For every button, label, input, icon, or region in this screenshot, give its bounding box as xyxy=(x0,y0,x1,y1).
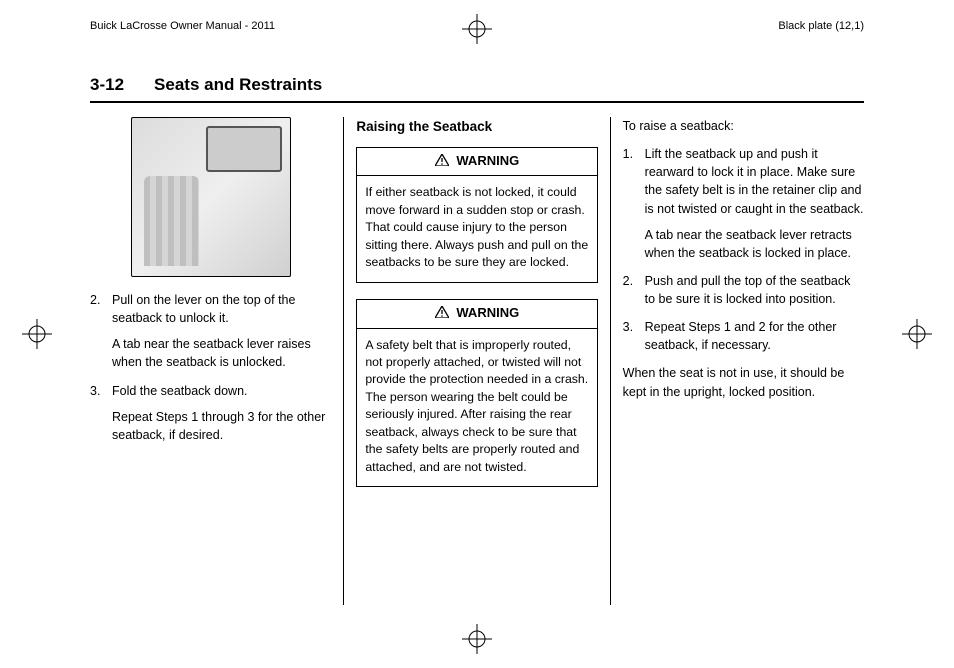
column-3: To raise a seatback: 1. Lift the seatbac… xyxy=(611,117,864,605)
seatback-illustration xyxy=(131,117,291,277)
warning-text: A safety belt that is improperly routed,… xyxy=(357,329,596,487)
page-content: 3-12 Seats and Restraints 2. Pull on the… xyxy=(90,75,864,613)
warning-triangle-icon xyxy=(435,153,449,172)
warning-label: WARNING xyxy=(456,305,519,320)
outro-text: When the seat is not in use, it should b… xyxy=(623,364,864,400)
list-subtext: A tab near the seatback lever raises whe… xyxy=(112,335,331,371)
list-number: 1. xyxy=(623,145,645,262)
warning-box-1: WARNING If either seatback is not locked… xyxy=(356,147,597,283)
content-columns: 2. Pull on the lever on the top of the s… xyxy=(90,117,864,605)
list-number: 2. xyxy=(90,291,112,372)
list-text: Lift the seatback up and push it rearwar… xyxy=(645,145,864,218)
intro-text: To raise a seatback: xyxy=(623,117,864,135)
list-number: 3. xyxy=(623,318,645,354)
warning-label: WARNING xyxy=(456,153,519,168)
list-subtext: A tab near the seatback lever retracts w… xyxy=(645,226,864,262)
list-item: 1. Lift the seatback up and push it rear… xyxy=(623,145,864,262)
list-text: Pull on the lever on the top of the seat… xyxy=(112,291,331,327)
list-text: Fold the seatback down. xyxy=(112,382,331,400)
list-item: 3. Repeat Steps 1 and 2 for the other se… xyxy=(623,318,864,354)
doc-title: Buick LaCrosse Owner Manual - 2011 xyxy=(90,20,275,32)
list-subtext: Repeat Steps 1 through 3 for the other s… xyxy=(112,408,331,444)
list-item: 2. Pull on the lever on the top of the s… xyxy=(90,291,331,372)
registration-mark-left-icon xyxy=(22,319,52,349)
list-text: Repeat Steps 1 and 2 for the other seatb… xyxy=(645,318,864,354)
warning-triangle-icon xyxy=(435,305,449,324)
raising-seatback-heading: Raising the Seatback xyxy=(356,117,597,137)
list-item: 3. Fold the seatback down. Repeat Steps … xyxy=(90,382,331,444)
warning-box-2: WARNING A safety belt that is improperly… xyxy=(356,299,597,487)
page-header: 3-12 Seats and Restraints xyxy=(90,75,864,103)
list-text: Push and pull the top of the seatback to… xyxy=(645,272,864,308)
section-title: Seats and Restraints xyxy=(154,75,322,95)
list-number: 3. xyxy=(90,382,112,444)
registration-mark-right-icon xyxy=(902,319,932,349)
warning-text: If either seatback is not locked, it cou… xyxy=(357,176,596,281)
list-number: 2. xyxy=(623,272,645,308)
list-item: 2. Push and pull the top of the seatback… xyxy=(623,272,864,308)
page-number: 3-12 xyxy=(90,75,124,95)
plate-label: Black plate (12,1) xyxy=(778,20,864,32)
registration-mark-bottom-icon xyxy=(462,624,492,654)
column-1: 2. Pull on the lever on the top of the s… xyxy=(90,117,344,605)
column-2: Raising the Seatback WARNING If either s… xyxy=(344,117,610,605)
